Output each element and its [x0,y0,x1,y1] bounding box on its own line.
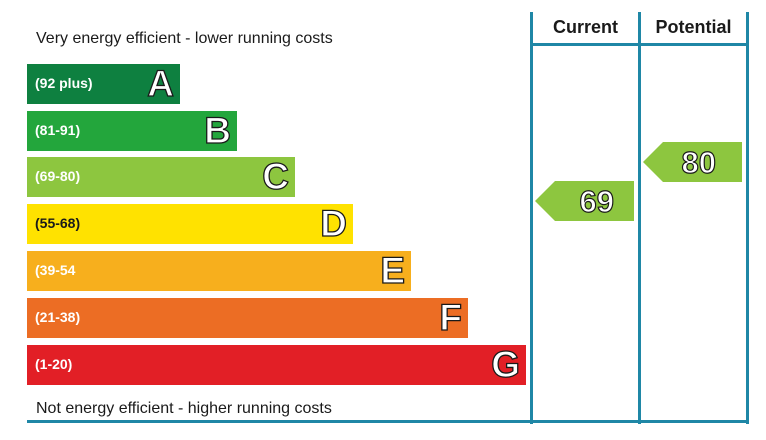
band-range-label: (55-68) [35,215,81,231]
band-letter: G [491,344,521,385]
frame-middle-line [638,12,641,424]
band-b: (81-91) B [27,110,237,151]
band-letter: A [147,63,175,104]
band-c: (69-80) C [27,156,295,197]
rating-arrow-fill [535,181,634,221]
bottom-caption: Not energy efficient - higher running co… [36,400,332,417]
rating-value: 69 [579,183,615,219]
column-header-current: Current [552,17,618,37]
band-range-label: (81-91) [35,122,81,138]
frame-bottom-line [27,420,749,423]
rating-arrow-potential: 80 [643,142,742,182]
top-caption: Very energy efficient - lower running co… [36,30,333,47]
frame-left-line [530,12,533,424]
band-letter: F [439,297,463,338]
rating-arrow-current: 69 [535,181,634,221]
band-range-label: (1-20) [35,356,73,372]
band-range-label: (39-54 [35,262,76,278]
header-underline [530,43,749,46]
band-letter: C [262,156,290,197]
band-letter: B [204,110,232,151]
rating-value: 80 [681,144,717,180]
band-e: (39-54 E [27,250,411,291]
band-range-label: (21-38) [35,309,81,325]
band-letter: E [380,250,406,291]
band-letter: D [320,203,348,244]
rating-arrow-fill [643,142,742,182]
band-range-label: (69-80) [35,168,81,184]
band-d: (55-68) D [27,203,353,244]
band-g: (1-20) G [27,344,526,385]
rating-arrow-shape [535,181,634,221]
band-f: (21-38) F [27,297,468,338]
band-a: (92 plus) A [27,63,180,104]
column-header-potential: Potential [655,17,732,37]
band-range-label: (92 plus) [35,75,93,91]
frame-right-line [746,12,749,424]
rating-arrow-shape [643,142,742,182]
